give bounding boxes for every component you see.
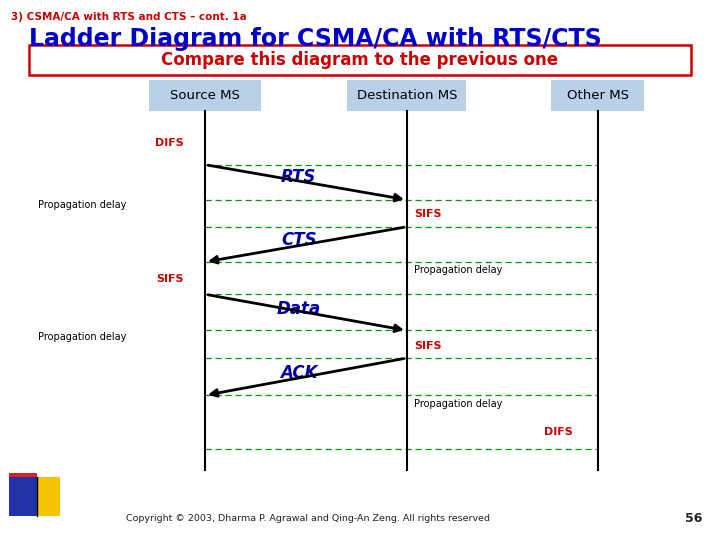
Text: Ladder Diagram for CSMA/CA with RTS/CTS: Ladder Diagram for CSMA/CA with RTS/CTS (29, 27, 601, 51)
Text: SIFS: SIFS (414, 210, 441, 219)
Text: Destination MS: Destination MS (356, 89, 457, 102)
Bar (347, 80, 467, 111)
Text: SIFS: SIFS (156, 274, 184, 284)
Text: 56: 56 (685, 512, 702, 525)
Text: ACK: ACK (280, 363, 318, 382)
Text: Propagation delay: Propagation delay (414, 399, 503, 409)
Bar (9, 477, 37, 516)
Bar (9, 472, 37, 494)
Text: SIFS: SIFS (414, 341, 441, 350)
Text: Copyright © 2003, Dharma P. Agrawal and Qing-An Zeng. All rights reserved: Copyright © 2003, Dharma P. Agrawal and … (126, 514, 490, 523)
Text: Other MS: Other MS (567, 89, 629, 102)
Bar (29, 45, 691, 75)
Bar (551, 80, 644, 111)
Text: RTS: RTS (281, 168, 317, 186)
Text: Propagation delay: Propagation delay (37, 333, 126, 342)
Text: Propagation delay: Propagation delay (414, 265, 503, 275)
Text: Source MS: Source MS (170, 89, 240, 102)
Text: DIFS: DIFS (155, 138, 184, 148)
Bar (150, 80, 261, 111)
Text: Propagation delay: Propagation delay (37, 200, 126, 210)
Text: CTS: CTS (281, 231, 317, 249)
Text: Data: Data (276, 300, 321, 318)
Text: DIFS: DIFS (544, 427, 572, 437)
Text: 3) CSMA/CA with RTS and CTS – cont. 1a: 3) CSMA/CA with RTS and CTS – cont. 1a (11, 12, 246, 22)
Text: Compare this diagram to the previous one: Compare this diagram to the previous one (161, 51, 559, 69)
Bar (9, 477, 60, 516)
